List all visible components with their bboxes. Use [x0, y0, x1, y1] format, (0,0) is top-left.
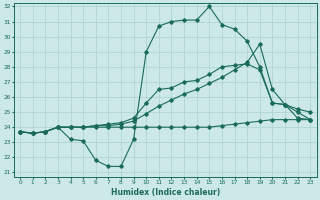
X-axis label: Humidex (Indice chaleur): Humidex (Indice chaleur) [110, 188, 220, 197]
